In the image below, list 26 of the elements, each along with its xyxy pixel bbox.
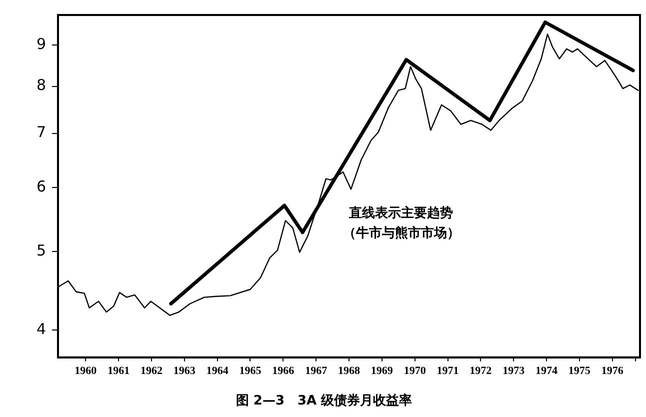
x-tick-label: 1971: [436, 364, 459, 377]
y-tick-label: 7: [36, 123, 46, 142]
x-tick-label: 1965: [239, 364, 262, 377]
text: 图 2—3 3A 级债券月收益率: [236, 392, 412, 409]
y-tick-label: 9: [36, 34, 46, 53]
x-tick-label: 1961: [108, 364, 130, 377]
x-tick-label: 1966: [272, 364, 295, 377]
x-tick-label: 1967: [305, 364, 328, 377]
y-tick-label: 6: [36, 177, 46, 196]
x-tick-label: 1968: [338, 364, 360, 377]
x-tick-label: 1969: [370, 364, 394, 377]
x-tick-label: 1973: [502, 364, 526, 377]
annotation: 直线表示主要趋势: [348, 204, 453, 221]
x-tick-label: 1963: [173, 364, 196, 377]
x-tick-label: 1960: [74, 364, 98, 377]
annotation: （牛市与熊市市场）: [343, 224, 460, 241]
x-tick-label: 1970: [404, 364, 426, 377]
x-tick-label: 1975: [568, 364, 591, 377]
x-tick-label: 1964: [206, 364, 229, 377]
x-tick-label: 1972: [470, 364, 492, 377]
x-tick-label: 1974: [536, 364, 558, 377]
y-tick-label: 5: [36, 241, 46, 260]
y-tick-label: 8: [36, 76, 46, 94]
y-tick-label: 4: [36, 320, 46, 338]
x-tick-label: 1976: [601, 364, 624, 377]
x-tick-label: 1962: [140, 364, 163, 377]
